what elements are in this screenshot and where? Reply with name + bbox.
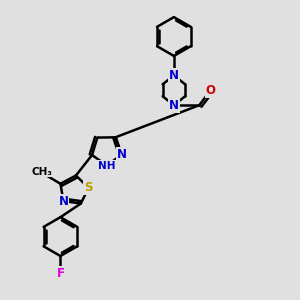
Text: CH₃: CH₃ (32, 167, 52, 177)
Text: N: N (117, 148, 127, 161)
Text: F: F (56, 267, 64, 280)
Text: N: N (169, 99, 179, 112)
Text: N: N (169, 69, 179, 82)
Text: N: N (58, 195, 68, 208)
Text: S: S (84, 181, 93, 194)
Text: O: O (206, 84, 216, 97)
Text: NH: NH (98, 160, 116, 170)
